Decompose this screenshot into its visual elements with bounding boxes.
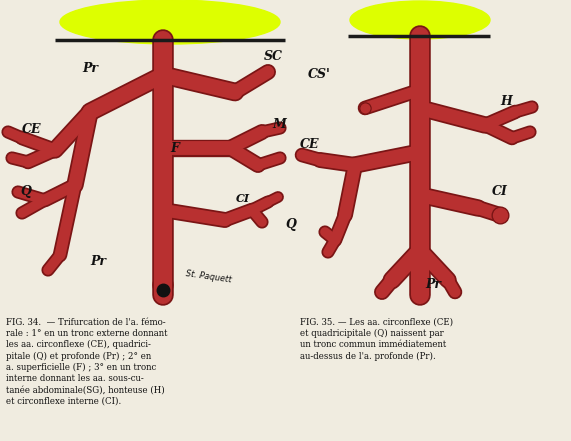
Text: Pr: Pr	[82, 62, 98, 75]
Ellipse shape	[350, 1, 490, 39]
Text: H: H	[500, 95, 512, 108]
Text: CE: CE	[300, 138, 320, 151]
Text: Pr: Pr	[90, 255, 106, 268]
Text: CI: CI	[236, 193, 250, 204]
Text: M: M	[272, 118, 286, 131]
Text: Q: Q	[20, 185, 31, 198]
Text: FIG. 35. — Les aa. circonflexe (CE)
et quadricipitale (Q) naissent par
un tronc : FIG. 35. — Les aa. circonflexe (CE) et q…	[300, 318, 453, 361]
Text: FIG. 34.  — Trifurcation de l'a. fémo-
rale : 1° en un tronc externe donnant
les: FIG. 34. — Trifurcation de l'a. fémo- ra…	[6, 318, 167, 405]
Text: CE: CE	[22, 123, 42, 136]
Text: Q: Q	[285, 218, 296, 231]
Text: CS': CS'	[308, 68, 331, 81]
Ellipse shape	[60, 0, 280, 44]
Text: St. Paquett: St. Paquett	[185, 269, 232, 284]
Text: SC: SC	[264, 50, 283, 63]
Text: CI: CI	[492, 185, 508, 198]
Text: Pr: Pr	[425, 278, 441, 291]
Text: F: F	[170, 142, 179, 155]
